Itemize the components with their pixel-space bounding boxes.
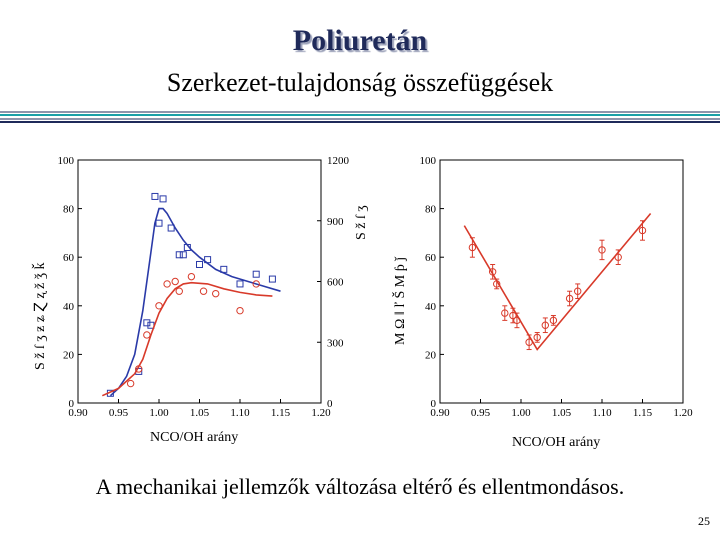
left-point bbox=[183, 243, 191, 251]
left-xtick-label: 1.15 bbox=[271, 407, 291, 419]
left-point bbox=[126, 379, 135, 388]
right-xtick-label: 0.95 bbox=[471, 407, 491, 419]
left-point bbox=[159, 195, 167, 203]
left-point bbox=[179, 251, 187, 259]
slide-caption: A mechanikai jellemzők változása eltérő … bbox=[95, 474, 625, 499]
left-point bbox=[196, 260, 203, 268]
page-number: 25 bbox=[698, 514, 710, 528]
right-xtick-label: 1.20 bbox=[673, 407, 693, 419]
left-red-circles-curve bbox=[101, 281, 273, 397]
right-point bbox=[525, 338, 533, 346]
right-ytick-label: 40 bbox=[425, 301, 437, 313]
right-chart-xlabel: NCO/OH arány bbox=[512, 435, 600, 450]
left-chart-right-ylabel-glyphs: S ž ſ ʒ bbox=[354, 205, 369, 240]
left-point bbox=[167, 224, 175, 232]
left-point bbox=[236, 306, 244, 315]
left-point bbox=[252, 280, 260, 288]
left-ytick-label: 0 bbox=[69, 398, 75, 410]
right-point bbox=[565, 294, 574, 303]
left-point bbox=[187, 272, 196, 281]
right-xtick-label: 0.90 bbox=[430, 407, 450, 419]
right-point bbox=[513, 316, 521, 325]
right-xtick-label: 1.15 bbox=[633, 407, 653, 419]
left-point bbox=[175, 251, 183, 259]
left-chart: NCO/OH arány S ž ſ ʒ ƶ ʑ Ɀ ʐ ž ǯ ǩ S ž ſ… bbox=[31, 155, 369, 445]
left-ytick-label: 60 bbox=[63, 252, 75, 264]
left-point bbox=[171, 277, 179, 286]
right-point bbox=[614, 253, 622, 261]
left-point bbox=[212, 289, 220, 298]
right-point bbox=[501, 309, 509, 317]
left-chart-xlabel: NCO/OH arány bbox=[150, 430, 238, 445]
left-point bbox=[163, 280, 171, 288]
left-point bbox=[175, 287, 183, 295]
left-xtick-label: 0.95 bbox=[109, 407, 129, 419]
left-ytick-label: 40 bbox=[63, 301, 75, 313]
left-xtick-label: 0.90 bbox=[68, 407, 88, 419]
left-point bbox=[199, 287, 208, 295]
right-point bbox=[638, 226, 647, 235]
right-chart-frame bbox=[439, 159, 684, 404]
left-point bbox=[236, 280, 244, 288]
slide-subtitle: Szerkezet-tulajdonság összefüggések bbox=[166, 68, 554, 97]
right-point bbox=[488, 268, 497, 276]
right-point bbox=[541, 321, 549, 329]
left-ytick-right-label: 900 bbox=[327, 216, 344, 228]
right-point bbox=[598, 246, 606, 254]
right-point bbox=[574, 287, 582, 295]
right-point bbox=[533, 333, 541, 342]
left-point bbox=[204, 256, 212, 264]
left-ytick-label: 20 bbox=[63, 349, 75, 361]
left-point bbox=[268, 275, 276, 283]
left-xtick-label: 1.05 bbox=[190, 407, 210, 419]
left-chart-ylabel-glyphs: S ž ſ ʒ ƶ ʑ Ɀ ʐ ž ǯ ǩ bbox=[31, 263, 48, 371]
right-xtick-label: 1.05 bbox=[552, 407, 572, 419]
left-point bbox=[143, 319, 151, 327]
right-red-circles-errorbars-curve bbox=[463, 212, 652, 351]
slide-title: Poliuretán bbox=[292, 24, 428, 57]
left-ytick-right-label: 300 bbox=[327, 337, 344, 349]
right-ytick-label: 60 bbox=[425, 252, 437, 264]
left-ytick-label: 80 bbox=[63, 204, 75, 216]
left-ytick-right-label: 0 bbox=[327, 398, 333, 410]
left-ytick-right-label: 1200 bbox=[327, 155, 350, 167]
left-chart-frame bbox=[77, 159, 322, 404]
right-point bbox=[509, 311, 517, 320]
left-xtick-label: 1.10 bbox=[230, 407, 250, 419]
right-point bbox=[468, 243, 477, 252]
left-point bbox=[135, 365, 143, 373]
right-point bbox=[549, 316, 558, 325]
left-xtick-label: 1.20 bbox=[311, 407, 331, 419]
left-point bbox=[155, 302, 163, 310]
right-ytick-label: 20 bbox=[425, 349, 437, 361]
left-ytick-right-label: 600 bbox=[327, 277, 344, 289]
right-xtick-label: 1.00 bbox=[511, 407, 531, 419]
right-chart-ylabel-glyphs: M Ω ǁ ľ Š M ƥ ǰ bbox=[391, 256, 408, 345]
left-xtick-label: 1.00 bbox=[149, 407, 169, 419]
left-point bbox=[220, 265, 228, 273]
right-point bbox=[493, 280, 501, 288]
right-ytick-label: 80 bbox=[425, 204, 437, 216]
left-point bbox=[143, 331, 151, 339]
left-point bbox=[155, 219, 163, 227]
right-chart: NCO/OH arány M Ω ǁ ľ Š M ƥ ǰ 0.90 0.95 1.0… bbox=[391, 155, 693, 450]
left-ytick-label: 100 bbox=[58, 155, 75, 167]
right-xtick-label: 1.10 bbox=[592, 407, 612, 419]
title-rule bbox=[0, 111, 720, 123]
left-point bbox=[151, 192, 159, 200]
left-blue-squares-curve bbox=[109, 207, 281, 397]
right-ytick-label: 0 bbox=[431, 398, 437, 410]
right-ytick-label: 100 bbox=[420, 155, 437, 167]
left-point bbox=[252, 270, 260, 278]
